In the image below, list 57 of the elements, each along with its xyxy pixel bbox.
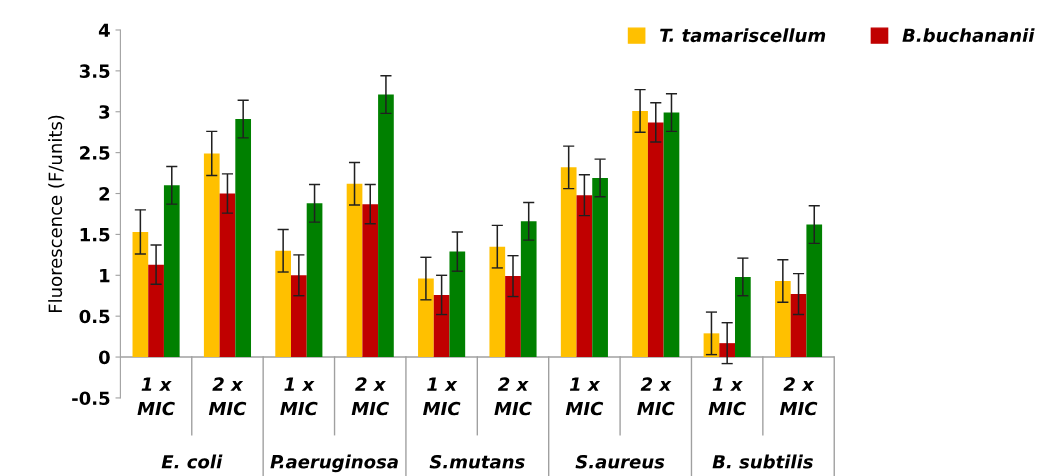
bar	[235, 119, 252, 358]
text: S.aureus	[575, 454, 665, 469]
bar	[663, 112, 680, 358]
x-tick-label: 2 x MIC	[494, 377, 532, 416]
x-tick-label: 1 x MIC	[137, 377, 175, 416]
bar	[560, 167, 577, 358]
bar	[203, 153, 220, 358]
bar	[576, 195, 593, 358]
bar	[703, 333, 720, 358]
bar	[433, 294, 450, 358]
bar	[346, 183, 363, 358]
bar	[378, 94, 394, 358]
legend-label: T. tamariscellum	[660, 28, 826, 43]
bar	[418, 278, 434, 358]
bar	[291, 275, 307, 358]
y-tick-label: 3.5	[79, 64, 110, 78]
bar	[735, 276, 751, 358]
x-tick-label: 1 x MIC	[708, 377, 746, 416]
bar	[362, 204, 379, 358]
bar	[592, 177, 608, 358]
x-tick-label: 2 x MIC	[208, 377, 247, 416]
bar	[774, 281, 791, 358]
bar	[219, 193, 236, 358]
bar	[306, 203, 323, 358]
text: P.aeruginosa	[270, 454, 398, 473]
bar	[806, 224, 823, 358]
y-tick-label: 3	[99, 105, 110, 119]
y-tick-label: -0.5	[72, 391, 110, 406]
y-tick-label: 4	[98, 23, 110, 37]
y-tick-label: 0	[98, 350, 110, 365]
x-tick-label: 1 x MIC	[423, 377, 461, 416]
bar	[505, 276, 521, 358]
y-tick-label: 2	[99, 186, 110, 201]
bar	[632, 110, 648, 358]
bar	[275, 250, 291, 358]
bar	[132, 231, 149, 358]
y-tick-label: 1	[100, 268, 110, 283]
x-tick-label: 1 x MIC	[565, 377, 604, 416]
y-tick-label: 1.5	[80, 228, 110, 242]
y-tick-label: 0.5	[79, 309, 110, 324]
bar	[489, 246, 506, 358]
bar	[520, 221, 537, 358]
y-axis-title: Fluorescence (F/units)	[48, 115, 65, 312]
x-tick-label: 2 x MIC	[779, 377, 818, 416]
legend-label: B.buchananii	[902, 28, 1035, 43]
x-tick-label: 2 x MIC	[637, 377, 675, 416]
bar	[148, 264, 164, 358]
bar	[449, 251, 466, 358]
x-tick-label: 1 x MIC	[280, 377, 318, 416]
text: S.mutans	[429, 454, 525, 469]
text: E. coli	[161, 454, 223, 469]
text: B. subtilis	[712, 454, 813, 469]
bar	[163, 185, 180, 358]
y-tick-label: 2.5	[80, 146, 110, 160]
bar	[647, 122, 664, 358]
bar	[790, 294, 807, 358]
x-tick-label: 2 x MIC	[351, 377, 390, 416]
